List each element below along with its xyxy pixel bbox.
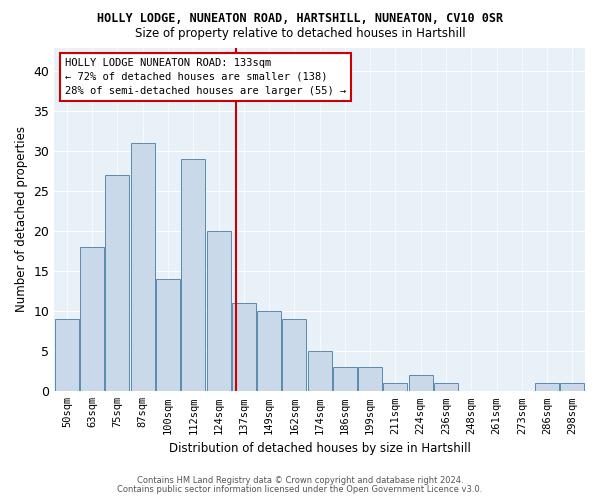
Bar [409, 376, 433, 392]
Bar [308, 352, 332, 392]
Bar [55, 320, 79, 392]
Bar [80, 248, 104, 392]
Bar [333, 368, 357, 392]
Bar [156, 280, 180, 392]
Bar [358, 368, 382, 392]
Bar [106, 176, 130, 392]
Text: Size of property relative to detached houses in Hartshill: Size of property relative to detached ho… [134, 28, 466, 40]
Bar [383, 384, 407, 392]
Text: HOLLY LODGE NUNEATON ROAD: 133sqm
← 72% of detached houses are smaller (138)
28%: HOLLY LODGE NUNEATON ROAD: 133sqm ← 72% … [65, 58, 346, 96]
Bar [257, 312, 281, 392]
X-axis label: Distribution of detached houses by size in Hartshill: Distribution of detached houses by size … [169, 442, 470, 455]
Bar [206, 232, 230, 392]
Bar [181, 160, 205, 392]
Bar [560, 384, 584, 392]
Bar [283, 320, 307, 392]
Text: Contains public sector information licensed under the Open Government Licence v3: Contains public sector information licen… [118, 485, 482, 494]
Text: Contains HM Land Registry data © Crown copyright and database right 2024.: Contains HM Land Registry data © Crown c… [137, 476, 463, 485]
Bar [434, 384, 458, 392]
Text: HOLLY LODGE, NUNEATON ROAD, HARTSHILL, NUNEATON, CV10 0SR: HOLLY LODGE, NUNEATON ROAD, HARTSHILL, N… [97, 12, 503, 26]
Bar [232, 304, 256, 392]
Y-axis label: Number of detached properties: Number of detached properties [15, 126, 28, 312]
Bar [535, 384, 559, 392]
Bar [131, 144, 155, 392]
